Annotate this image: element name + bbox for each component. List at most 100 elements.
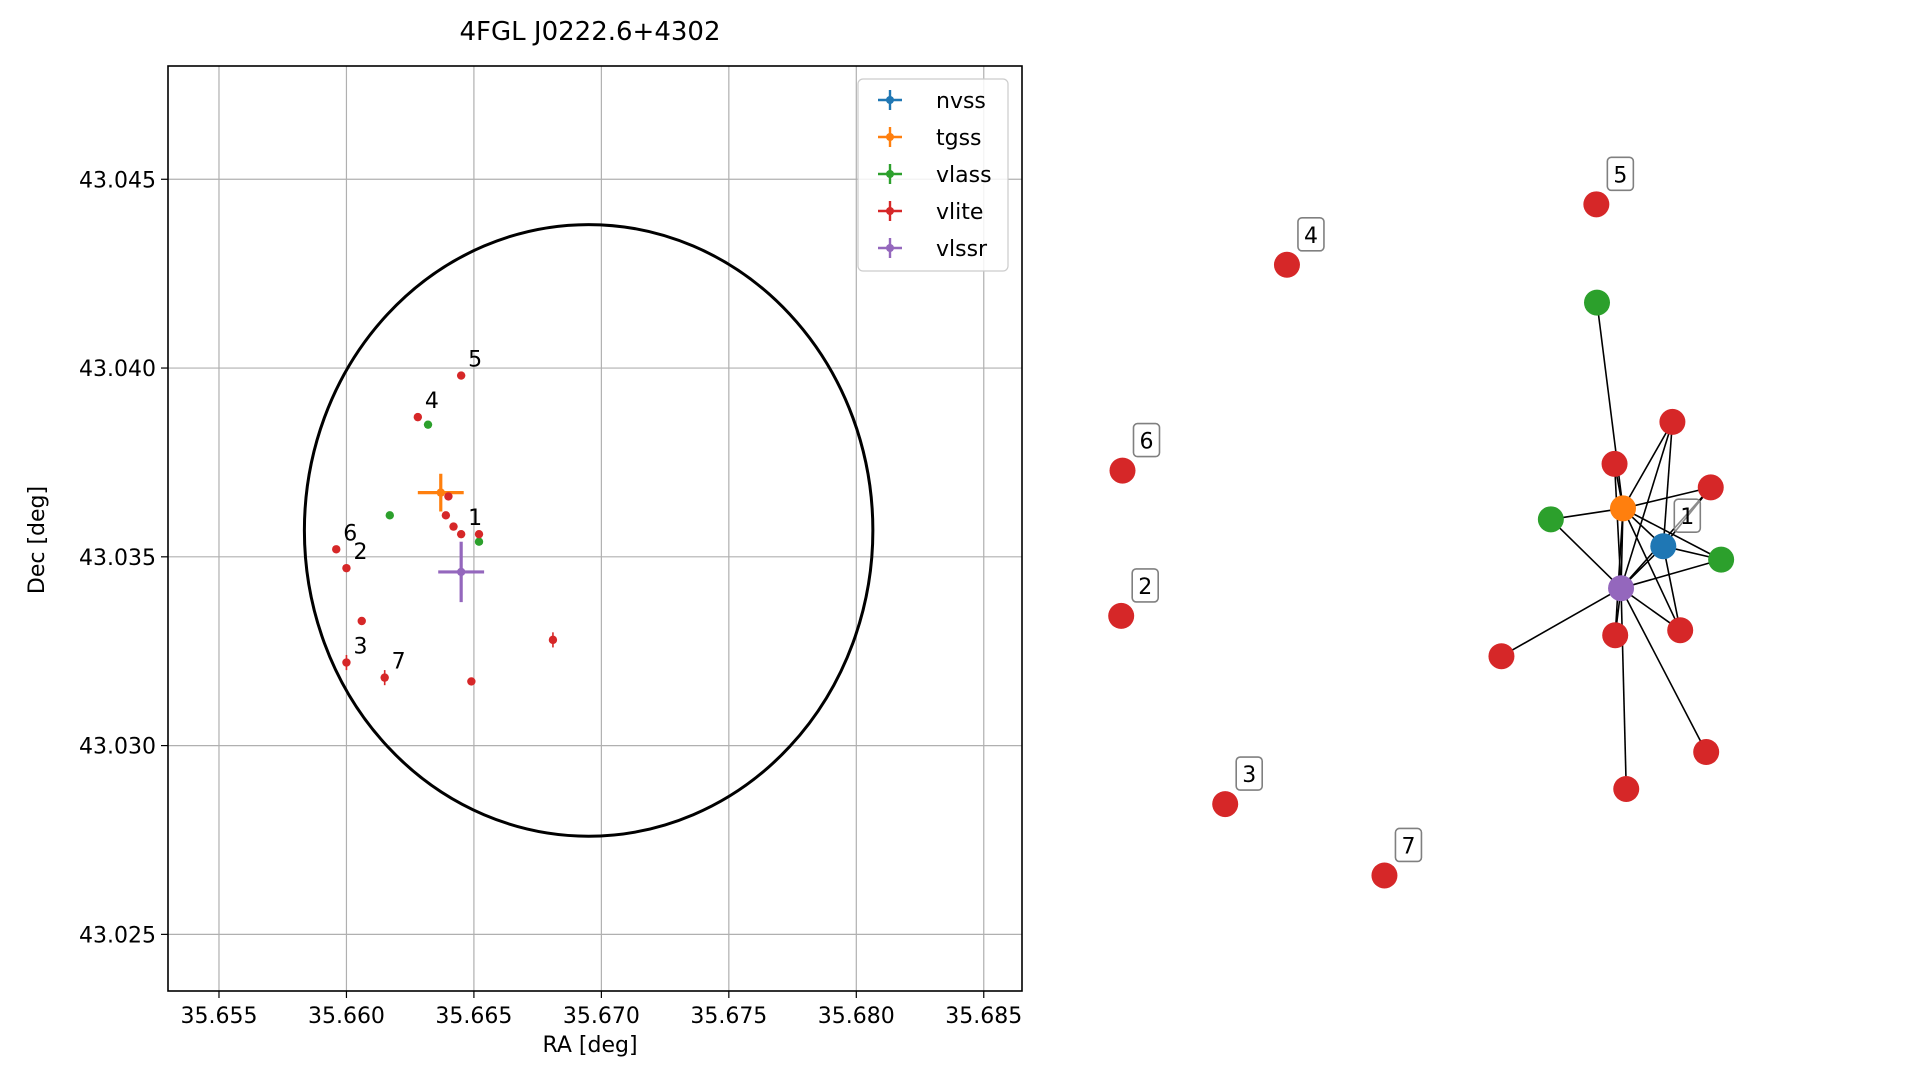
- vlite-point: [449, 522, 458, 531]
- data-points: [332, 371, 558, 686]
- graph-edge: [1620, 421, 1674, 589]
- legend-label: vlass: [936, 163, 992, 188]
- x-tick-label: 35.655: [180, 1004, 257, 1029]
- node-label-text: 6: [1140, 430, 1154, 455]
- legend-entry-nvss: nvss: [878, 89, 986, 114]
- graph-edge: [1550, 518, 1622, 589]
- graph-edge: [1620, 588, 1628, 789]
- legend-marker-dot: [886, 133, 894, 141]
- tgss-point: [436, 488, 445, 497]
- graph-edge: [1662, 546, 1681, 631]
- graph-node-label-2: 2: [1131, 568, 1159, 603]
- x-tick-label: 35.685: [945, 1004, 1022, 1029]
- x-tick-label: 35.670: [563, 1004, 640, 1029]
- graph-node: [1273, 251, 1300, 278]
- source-label-2: 2: [353, 540, 367, 565]
- graph-edge: [1620, 558, 1722, 589]
- node-label-box: [1132, 422, 1161, 458]
- vlite-point: [413, 412, 423, 422]
- y-tick-label: 43.025: [79, 923, 156, 948]
- graph-node: [1109, 457, 1136, 484]
- vlite-point: [441, 511, 451, 520]
- graph-node: [1650, 533, 1677, 560]
- node-label-text: 3: [1242, 763, 1256, 788]
- legend-entry-vlite: vlite: [878, 200, 983, 225]
- error-ellipse: [302, 223, 875, 838]
- source-label-7: 7: [392, 650, 406, 675]
- graph-node: [1584, 289, 1610, 316]
- graph-node: [1697, 474, 1724, 501]
- y-tick-label: 43.040: [79, 357, 156, 382]
- graph-node: [1212, 791, 1239, 818]
- legend-marker-dot: [886, 170, 894, 178]
- graph-node: [1602, 622, 1629, 649]
- graph-edge: [1613, 463, 1622, 589]
- legend-entry-vlass: vlass: [878, 163, 992, 188]
- graph-node-label-1: 1: [1673, 498, 1702, 534]
- legend-entry-vlssr: vlssr: [878, 237, 988, 262]
- graph-node-label-4: 4: [1297, 217, 1325, 252]
- y-tick-label: 43.030: [79, 735, 156, 760]
- node-label-box: [1297, 217, 1325, 252]
- source-label-4: 4: [425, 389, 439, 414]
- legend: nvss tgss vlass vlite vlssr: [857, 78, 1009, 272]
- x-tick-label: 35.660: [308, 1004, 385, 1029]
- source-label-6: 6: [343, 521, 357, 546]
- vlass-point: [385, 511, 394, 520]
- chart-title: 4FGL J0222.6+4302: [460, 17, 721, 47]
- legend-box: [857, 78, 1009, 272]
- graph-edge: [1662, 421, 1674, 547]
- graph-node: [1583, 191, 1610, 218]
- vlass-point: [423, 420, 433, 429]
- graph-nodes: [1108, 191, 1735, 889]
- y-tick-label: 43.035: [79, 546, 156, 571]
- node-label-text: 7: [1401, 834, 1415, 859]
- vlite-point: [380, 673, 389, 682]
- node-label-box: [1235, 756, 1263, 791]
- graph-edge: [1622, 508, 1681, 631]
- node-label-text: 5: [1613, 163, 1627, 188]
- graph-node: [1610, 495, 1636, 522]
- legend-label: nvss: [936, 89, 986, 114]
- graph-node: [1601, 450, 1628, 477]
- graph-edge: [1622, 421, 1674, 509]
- localization-ellipse: [302, 223, 875, 838]
- legend-marker-dot: [886, 96, 894, 104]
- graph-node-label-3: 3: [1235, 756, 1263, 791]
- y-axis-ticks: 43.025 43.030 43.035 43.040 43.045: [79, 168, 168, 948]
- vlite-point: [342, 658, 351, 667]
- vlite-point: [474, 529, 484, 539]
- graph-edge: [1501, 587, 1622, 657]
- x-tick-label: 35.675: [690, 1004, 767, 1029]
- legend-marker-dot: [886, 244, 894, 252]
- node-label-text: 1: [1680, 505, 1694, 530]
- scatter-plot-panel: 4FGL J0222.6+4302 35.655 35.660 35.665 35.6…: [25, 17, 1023, 1058]
- node-label-box: [1606, 156, 1635, 192]
- vlite-point: [456, 529, 466, 539]
- graph-node-label-5: 5: [1606, 156, 1635, 192]
- legend-label: tgss: [936, 126, 982, 151]
- graph-node-label-6: 6: [1132, 422, 1161, 458]
- legend-label: vlssr: [936, 237, 988, 262]
- vlite-point: [342, 563, 351, 573]
- graph-node-label-7: 7: [1394, 827, 1423, 863]
- graph-node: [1488, 643, 1515, 670]
- network-graph-panel: 1 2 3 4 5 6 7: [1108, 156, 1735, 889]
- legend-entry-tgss: tgss: [878, 126, 982, 151]
- graph-edge: [1620, 587, 1707, 753]
- graph-node: [1659, 408, 1686, 435]
- graph-edge: [1614, 508, 1624, 636]
- x-tick-label: 35.680: [818, 1004, 895, 1029]
- graph-node: [1608, 575, 1635, 602]
- node-label-box: [1673, 498, 1702, 534]
- source-label-5: 5: [468, 348, 482, 373]
- graph-edge: [1622, 507, 1722, 561]
- plot-frame: [167, 65, 1023, 992]
- graph-node: [1693, 739, 1720, 765]
- graph-node: [1708, 546, 1735, 573]
- legend-label: vlite: [936, 200, 983, 225]
- graph-node: [1108, 602, 1135, 629]
- vlite-point: [332, 545, 341, 554]
- node-label-text: 2: [1138, 575, 1152, 600]
